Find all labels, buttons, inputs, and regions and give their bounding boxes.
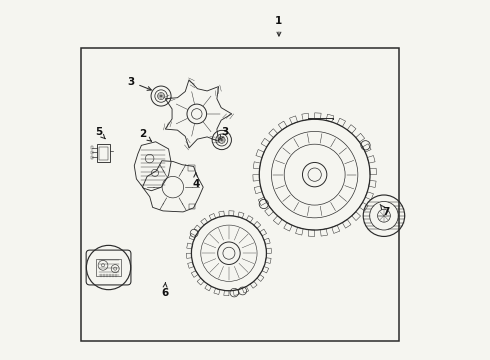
Bar	[91, 156, 93, 159]
Text: 3: 3	[127, 77, 151, 90]
Bar	[91, 151, 93, 154]
Text: 5: 5	[95, 127, 105, 139]
Bar	[97, 259, 121, 276]
Text: 2: 2	[139, 129, 151, 141]
Bar	[91, 147, 93, 149]
Text: 7: 7	[380, 204, 390, 217]
Text: 4: 4	[192, 173, 199, 189]
Text: 6: 6	[161, 283, 168, 298]
Bar	[99, 147, 108, 159]
Bar	[189, 203, 195, 209]
Bar	[188, 165, 196, 171]
Text: 3: 3	[220, 127, 228, 140]
Text: 1: 1	[275, 17, 283, 36]
Bar	[81, 48, 398, 341]
